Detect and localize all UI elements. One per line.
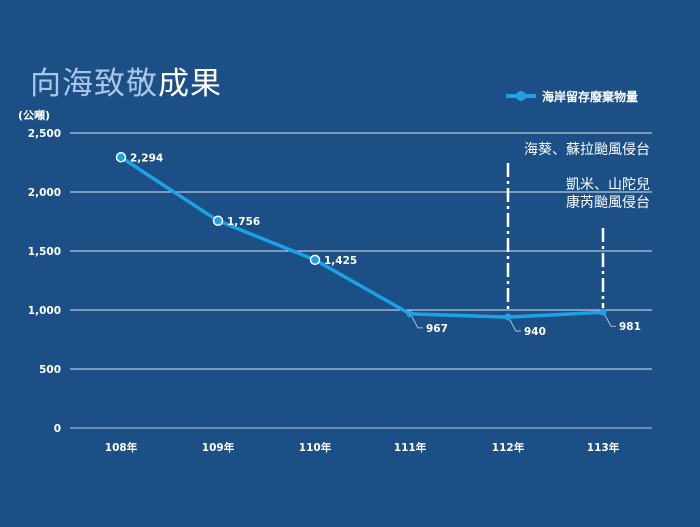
chart-title-part2: 成果 [158,66,222,102]
data-label: 967 [426,323,448,335]
y-tick-label: 1,000 [28,305,61,317]
x-tick-label: 111年 [394,441,427,454]
data-label-leader [509,319,521,332]
y-tick-label: 1,500 [28,246,61,258]
data-point [212,215,224,227]
data-label-leader [604,315,616,327]
chart-title-part1: 向海致敬 [30,66,158,102]
data-label: 981 [619,321,641,333]
series-line [120,155,604,319]
legend-label: 海岸留存廢棄物量 [542,89,638,104]
annotation-text: 康芮颱風侵台 [566,194,650,211]
annotation-text: 凱米、山陀兒 [566,177,650,193]
x-tick-label: 109年 [202,441,235,454]
legend-marker [516,91,526,101]
annotation-text: 海葵、蘇拉颱風侵台 [524,141,650,158]
chart-title: 向海致敬成果 [30,64,222,104]
y-tick-label: 2,500 [28,128,61,140]
data-label: 2,294 [130,152,163,164]
x-tick-label: 113年 [587,441,620,454]
x-tick-label: 108年 [105,441,138,454]
y-tick-label: 500 [39,364,61,376]
y-tick-label: 2,000 [28,187,61,199]
x-tick-label: 110年 [299,441,332,454]
data-point [504,313,512,321]
data-point [599,308,607,316]
data-label: 940 [524,326,546,338]
data-label: 1,425 [324,255,357,267]
y-tick-label: 0 [54,423,61,435]
y-axis-label: (公噸) [18,108,50,122]
data-label-leader [411,316,423,329]
data-point [115,152,127,163]
data-label: 1,756 [227,216,260,228]
data-point [309,254,321,266]
data-point [406,310,414,318]
x-tick-label: 112年 [492,441,525,454]
